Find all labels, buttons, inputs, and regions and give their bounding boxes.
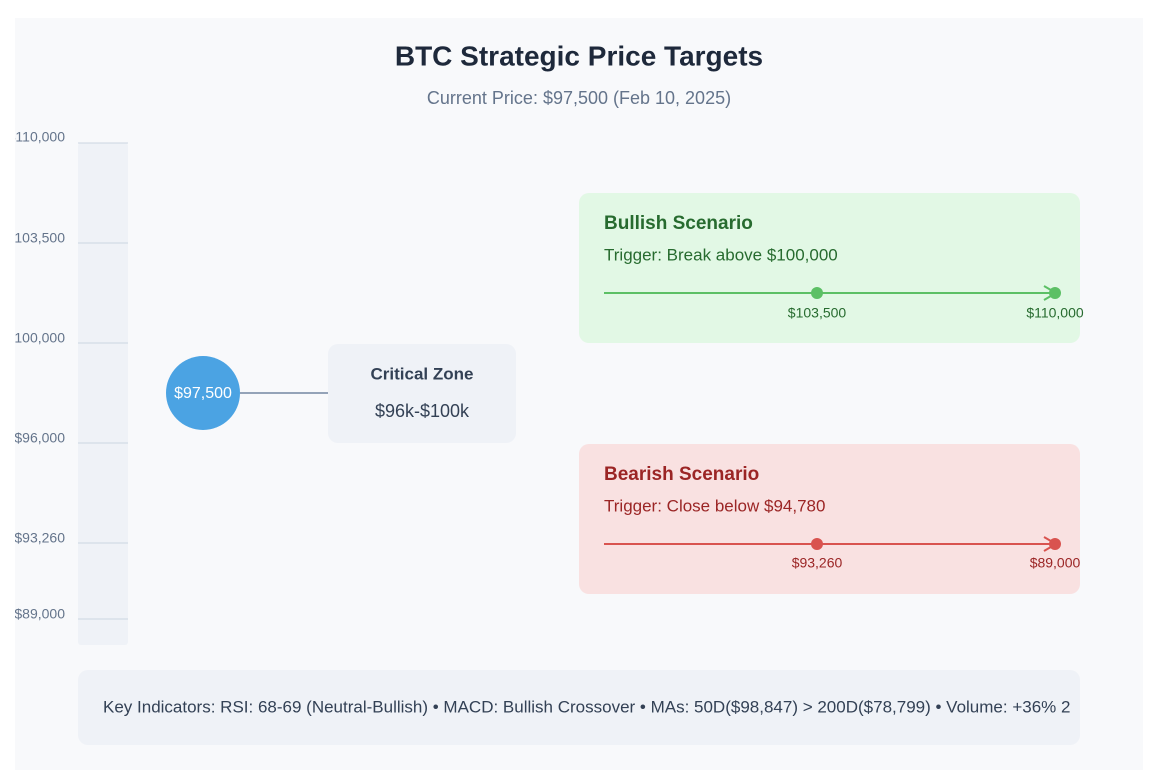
price-axis (78, 143, 128, 645)
axis-label: $100,000 (7, 330, 66, 346)
bullish-target-point (811, 287, 823, 299)
bullish-target: $110,000 (1026, 305, 1084, 321)
bullish-trigger: Trigger: Break above $100,000 (604, 245, 838, 264)
indicators-text: Key Indicators: RSI: 68-69 (Neutral-Bull… (103, 697, 1070, 716)
indicators-box (78, 670, 1080, 745)
current-price-label: $97,500 (174, 385, 232, 402)
axis-label: $93,260 (14, 530, 65, 546)
axis-label: $96,000 (14, 430, 65, 446)
bearish-target-point (811, 538, 823, 550)
bearish-box (579, 444, 1080, 594)
bearish-target: $89,000 (1030, 555, 1081, 571)
bullish-box (579, 193, 1080, 343)
bearish-trigger: Trigger: Close below $94,780 (604, 496, 825, 515)
axis-label: $110,000 (8, 129, 66, 145)
subtitle: Current Price: $97,500 (Feb 10, 2025) (427, 88, 731, 108)
critical-zone-title: Critical Zone (371, 364, 474, 383)
bullish-title: Bullish Scenario (604, 213, 753, 234)
axis-label: $103,500 (7, 230, 66, 246)
title: BTC Strategic Price Targets (395, 40, 763, 71)
critical-zone-box (328, 344, 516, 443)
current-price-marker (166, 356, 240, 430)
bearish-target-point (1049, 538, 1061, 550)
bearish-target: $93,260 (792, 555, 843, 571)
bullish-target: $103,500 (788, 305, 847, 321)
panel: BTC Strategic Price Targets Current Pric… (7, 18, 1143, 770)
bearish-title: Bearish Scenario (604, 464, 759, 485)
axis-label: $89,000 (14, 606, 65, 622)
bullish-target-point (1049, 287, 1061, 299)
critical-zone-range: $96k-$100k (375, 401, 470, 421)
